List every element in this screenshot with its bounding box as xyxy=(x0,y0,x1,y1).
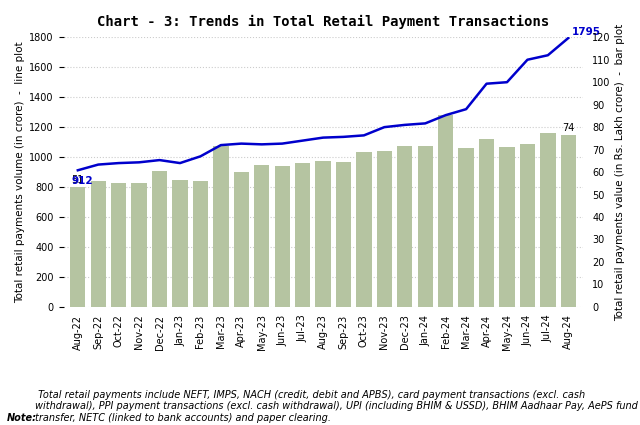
Bar xyxy=(397,146,412,307)
Bar xyxy=(213,146,228,307)
Text: Note:: Note: xyxy=(6,413,36,423)
Text: 1795: 1795 xyxy=(572,26,600,37)
Y-axis label: Total retail payments value (in Rs. Lakh crore)  -  bar plot: Total retail payments value (in Rs. Lakh… xyxy=(615,23,625,321)
Bar xyxy=(336,162,351,307)
Bar xyxy=(540,133,556,307)
Bar xyxy=(438,115,453,307)
Bar xyxy=(479,139,494,307)
Bar xyxy=(254,164,269,307)
Bar xyxy=(111,183,126,307)
Bar xyxy=(561,136,576,307)
Bar xyxy=(499,147,515,307)
Bar xyxy=(131,183,147,307)
Bar xyxy=(172,180,188,307)
Text: Total retail payments include NEFT, IMPS, NACH (credit, debit and APBS), card pa: Total retail payments include NEFT, IMPS… xyxy=(35,390,638,423)
Title: Chart - 3: Trends in Total Retail Payment Transactions: Chart - 3: Trends in Total Retail Paymen… xyxy=(97,15,549,29)
Bar xyxy=(152,171,167,307)
Text: 51: 51 xyxy=(72,175,84,185)
Bar xyxy=(458,148,474,307)
Text: 74: 74 xyxy=(562,123,575,133)
Bar xyxy=(275,166,290,307)
Bar xyxy=(193,181,208,307)
Bar xyxy=(417,146,433,307)
Bar xyxy=(356,152,372,307)
Bar xyxy=(91,181,106,307)
Y-axis label: Total retail payments volume (in crore)  -  line plot: Total retail payments volume (in crore) … xyxy=(15,41,25,303)
Text: 912: 912 xyxy=(72,176,93,185)
Bar xyxy=(295,163,310,307)
Bar xyxy=(70,187,86,307)
Bar xyxy=(377,151,392,307)
Bar xyxy=(234,172,249,307)
Bar xyxy=(520,144,535,307)
Bar xyxy=(316,161,331,307)
